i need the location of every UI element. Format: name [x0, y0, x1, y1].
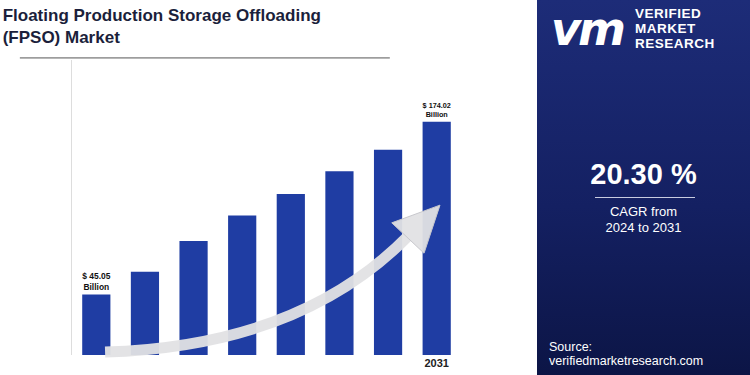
svg-text:Floating Production Storage Of: Floating Production Storage Offloading(F…	[3, 6, 321, 47]
html-text:20.30 %: 20.30 %	[590, 158, 697, 190]
html-text:RESEARCH: RESEARCH	[635, 36, 715, 51]
html-text:vm: vm	[551, 2, 623, 56]
html-text:CAGR from 2024 to 2031: CAGR from 2024 to 2031	[605, 204, 682, 235]
html-text:VERIFIED: VERIFIED	[635, 6, 702, 21]
svg-text:$ 174.02Billion: $ 174.02Billion	[423, 101, 451, 119]
html-text:Source: verifiedmarketresearch: Source: verifiedmarketresearch.com	[549, 340, 704, 368]
svg-text:2031: 2031	[424, 357, 448, 369]
html-text:MARKET: MARKET	[635, 21, 696, 36]
svg-text:$ 45.05Billion: $ 45.05Billion	[82, 271, 110, 292]
